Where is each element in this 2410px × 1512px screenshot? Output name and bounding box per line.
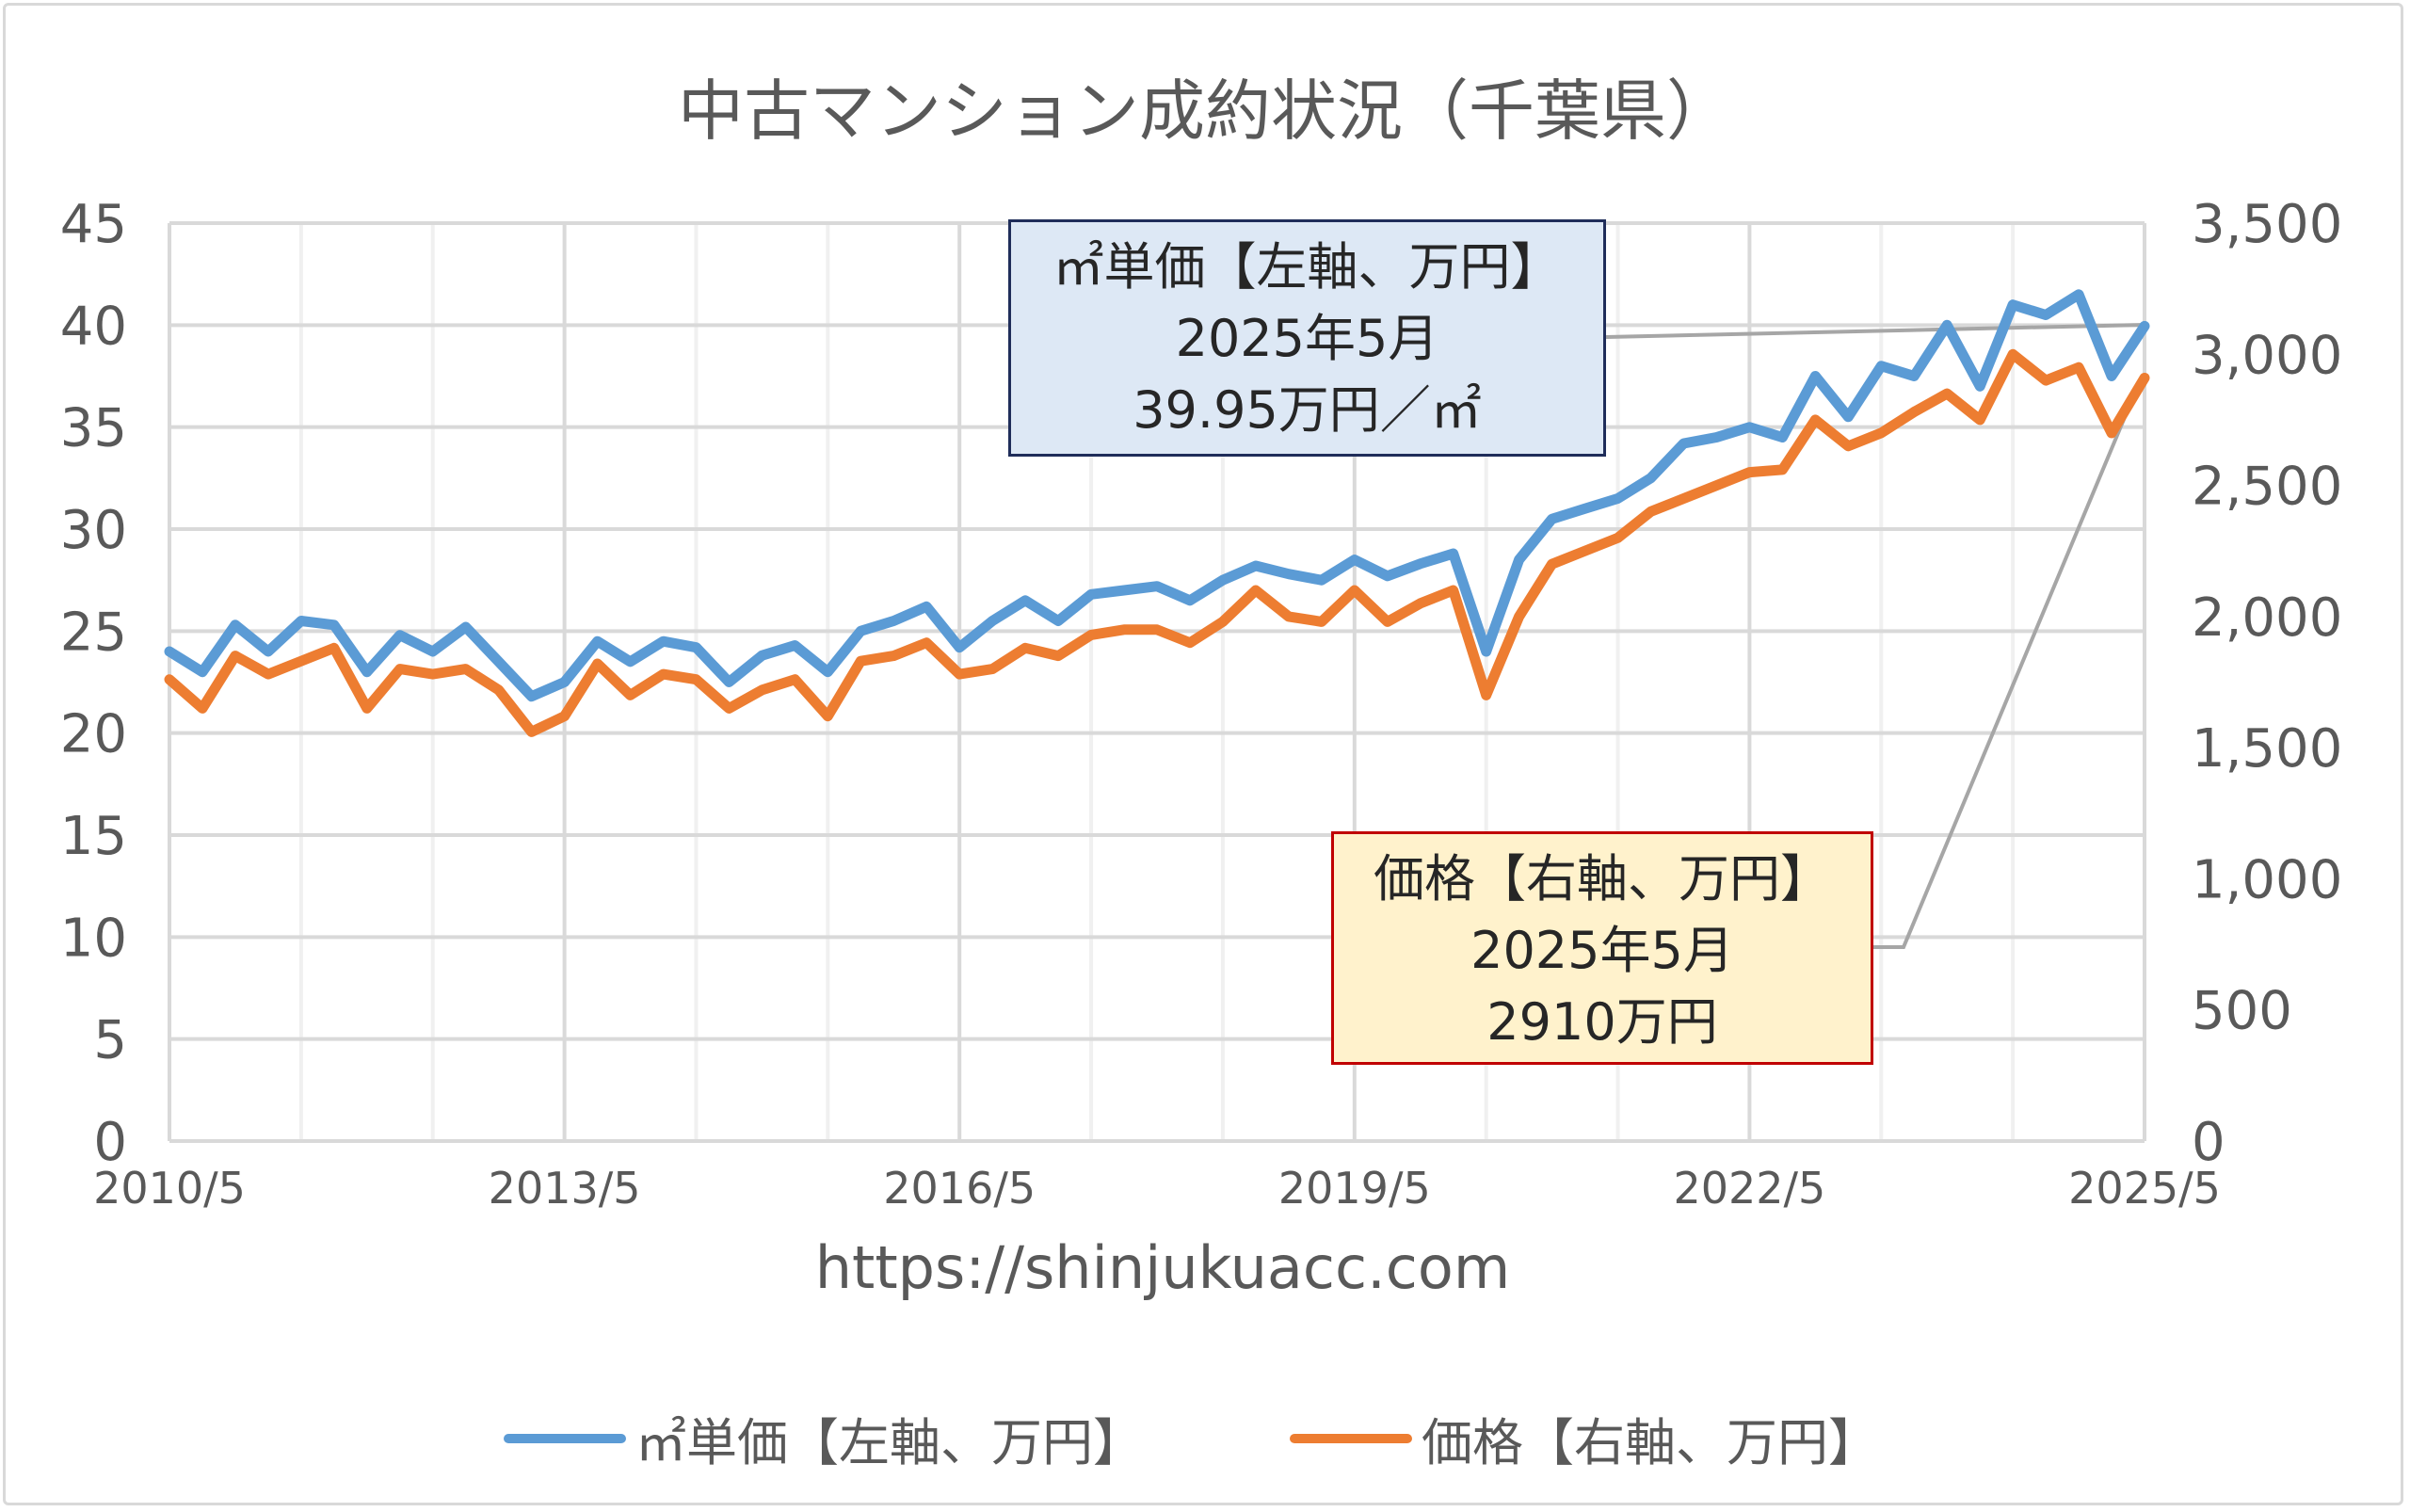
y-right-tick-label: 3,000 — [2192, 325, 2342, 386]
unit-price-series-line — [164, 289, 2150, 702]
legend-item-price: 価格【右軸、万円】 — [1290, 1401, 1879, 1475]
y-left-tick-label: 0 — [93, 1112, 127, 1173]
callout-line: ㎡単価【左軸、万円】 — [1052, 237, 1562, 297]
callout-line: 2025年5月 — [1175, 309, 1439, 368]
y-right-tick-label: 1,000 — [2192, 849, 2342, 910]
y-left-tick-label: 30 — [60, 500, 127, 561]
legend-item-unit-price: ㎡単価【左軸、万円】 — [504, 1401, 1144, 1475]
unit-price-leader-line — [1605, 323, 2145, 339]
y-right-tick-label: 0 — [2192, 1112, 2225, 1173]
unit-price-callout: ㎡単価【左軸、万円】 2025年5月 39.95万円／㎡ — [1008, 219, 1606, 457]
source-url: https://shinjukuacc.com — [814, 1233, 1511, 1302]
tick-labels: 0 5 10 15 20 25 30 35 40 45 0 500 1,000 1,500 2,000 2,5… — [60, 194, 2343, 1214]
legend-label: ㎡単価【左軸、万円】 — [635, 1413, 1144, 1472]
chart-title: 中古マンション成約状況（千葉県） — [678, 72, 1732, 150]
callout-line: 2910万円 — [1486, 992, 1718, 1052]
legend-label: 価格【右軸、万円】 — [1422, 1413, 1879, 1472]
y-left-tick-label: 20 — [60, 704, 127, 765]
y-right-tick-label: 2,000 — [2192, 587, 2342, 649]
x-tick-label: 2016/5 — [883, 1163, 1036, 1214]
y-left-tick-label: 40 — [60, 296, 127, 357]
price-series-line — [164, 348, 2150, 737]
price-leader-line — [1873, 376, 2144, 949]
callout-line: 39.95万円／㎡ — [1133, 380, 1482, 440]
price-callout: 価格【右軸、万円】 2025年5月 2910万円 — [1331, 831, 1873, 1065]
y-right-tick-label: 500 — [2192, 981, 2292, 1042]
y-right-tick-label: 2,500 — [2192, 457, 2342, 518]
legend-swatch-orange — [1290, 1433, 1412, 1443]
y-left-tick-label: 25 — [60, 602, 127, 663]
y-left-tick-label: 5 — [93, 1010, 127, 1071]
x-tick-label: 2013/5 — [489, 1163, 641, 1214]
chart-frame — [3, 3, 2403, 1505]
legend-swatch-blue — [504, 1433, 626, 1443]
callout-line: 価格【右軸、万円】 — [1374, 849, 1831, 909]
y-left-tick-label: 10 — [60, 908, 127, 969]
y-left-tick-label: 45 — [60, 194, 127, 255]
y-right-tick-label: 1,500 — [2192, 718, 2342, 780]
series-lines — [164, 289, 2150, 737]
y-left-tick-label: 15 — [60, 806, 127, 867]
y-left-tick-label: 35 — [60, 398, 127, 459]
y-right-tick-label: 3,500 — [2192, 194, 2342, 255]
callout-line: 2025年5月 — [1470, 921, 1734, 980]
x-tick-label: 2022/5 — [1673, 1163, 1825, 1214]
callout-leader-lines — [1605, 323, 2145, 949]
x-tick-label: 2010/5 — [93, 1163, 246, 1214]
x-tick-label: 2019/5 — [1278, 1163, 1431, 1214]
x-tick-label: 2025/5 — [2068, 1163, 2221, 1214]
